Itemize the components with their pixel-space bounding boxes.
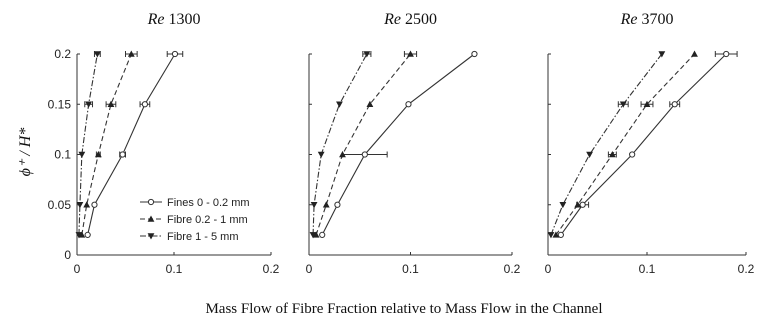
data-point xyxy=(691,50,698,57)
panels-group: 0 0.1 0.2 0 0.05 0.1 0.15 0.2 Re 1300 0 0.1 0.2 Re 2… xyxy=(48,11,755,276)
series-line xyxy=(555,53,695,236)
series-triangle-down xyxy=(547,51,666,239)
legend-item: Fibre 0.2 - 1 mm xyxy=(140,214,248,226)
legend-marker xyxy=(147,198,155,206)
data-point xyxy=(361,151,368,158)
data-point xyxy=(171,50,179,58)
data-point xyxy=(317,151,325,159)
data-point xyxy=(723,50,730,58)
data-point xyxy=(322,201,330,208)
data-point xyxy=(407,50,414,57)
data-point xyxy=(366,100,374,108)
legend-item: Fibre 1 - 5 mm xyxy=(140,231,239,243)
data-point xyxy=(85,101,93,108)
data-point xyxy=(658,51,666,58)
series-triangle-up xyxy=(312,50,418,238)
series-line xyxy=(78,53,98,235)
data-point xyxy=(107,100,115,108)
data-point xyxy=(310,201,318,209)
data-point xyxy=(471,50,478,58)
y-tick-label: 0.15 xyxy=(48,97,72,111)
data-point xyxy=(119,151,126,158)
series-line xyxy=(81,53,132,235)
legend-item: Fines 0 - 0.2 mm xyxy=(140,197,250,209)
y-tick-label: 0.2 xyxy=(54,47,71,61)
series-line xyxy=(315,53,411,236)
y-tick-label: 0 xyxy=(64,248,71,262)
data-point xyxy=(629,151,636,158)
data-point xyxy=(309,232,317,239)
legend-marker xyxy=(147,215,155,222)
data-point xyxy=(557,231,564,238)
data-point xyxy=(334,201,341,208)
series-triangle-down xyxy=(309,51,372,239)
legend-marker xyxy=(147,233,155,240)
series-triangle-up xyxy=(78,50,138,238)
data-point xyxy=(552,231,560,238)
x-tick-label: 0.1 xyxy=(639,262,656,276)
panel-3: 0 0.1 0.2 Re 3700 xyxy=(545,11,755,276)
y-axis-label: ϕ⁺ / H* xyxy=(17,128,34,177)
x-tick-label: 0 xyxy=(74,262,81,276)
panel-title: Re 2500 xyxy=(383,11,437,28)
y-tick-label: 0.05 xyxy=(48,198,72,212)
series-circle xyxy=(84,50,184,238)
data-point xyxy=(141,101,148,108)
data-point xyxy=(559,201,567,209)
data-point xyxy=(93,51,101,58)
series-line xyxy=(321,53,475,236)
x-tick-label: 0.1 xyxy=(402,262,419,276)
data-point xyxy=(91,201,98,208)
series-circle xyxy=(557,50,738,238)
x-tick-label: 0 xyxy=(545,262,552,276)
series-line xyxy=(312,53,368,235)
x-tick-label: 0 xyxy=(306,262,313,276)
data-point xyxy=(671,101,678,108)
data-point xyxy=(643,100,651,108)
data-point xyxy=(76,201,84,209)
data-point xyxy=(75,232,83,239)
data-point xyxy=(78,151,86,159)
data-point xyxy=(547,232,555,239)
panel-2: 0 0.1 0.2 Re 2500 xyxy=(306,11,521,276)
x-tick-label: 0.2 xyxy=(263,262,280,276)
x-tick-label: 0.2 xyxy=(504,262,521,276)
data-point xyxy=(574,201,582,208)
data-point xyxy=(586,151,593,159)
data-point xyxy=(339,150,346,158)
x-axis-label: Mass Flow of Fibre Fraction relative to … xyxy=(205,301,602,317)
data-point xyxy=(83,201,91,208)
y-tick-label: 0.1 xyxy=(54,148,71,162)
data-point xyxy=(579,201,586,208)
panel-title: Re 3700 xyxy=(620,11,674,28)
legend-label: Fibre 1 - 5 mm xyxy=(167,231,239,243)
data-point xyxy=(363,51,371,58)
x-tick-label: 0.2 xyxy=(738,262,755,276)
data-point xyxy=(94,150,102,158)
series-line xyxy=(560,53,727,236)
data-point xyxy=(319,231,326,238)
panel-1: 0 0.1 0.2 0 0.05 0.1 0.15 0.2 Re 1300 xyxy=(48,11,280,276)
series-line xyxy=(550,53,663,236)
series-triangle-down xyxy=(75,51,101,239)
data-point xyxy=(127,50,135,57)
legend: Fines 0 - 0.2 mm Fibre 0.2 - 1 mm Fibre 1 … xyxy=(140,197,250,243)
data-point xyxy=(405,101,412,108)
panel-title: Re 1300 xyxy=(147,11,201,28)
series-triangle-up xyxy=(552,50,698,238)
legend-label: Fibre 0.2 - 1 mm xyxy=(167,214,248,226)
data-point xyxy=(84,231,91,238)
data-point xyxy=(336,101,343,108)
data-point xyxy=(608,150,616,158)
legend-label: Fines 0 - 0.2 mm xyxy=(167,197,250,209)
x-tick-label: 0.1 xyxy=(166,262,183,276)
series-circle xyxy=(319,50,478,238)
data-point xyxy=(619,101,627,108)
